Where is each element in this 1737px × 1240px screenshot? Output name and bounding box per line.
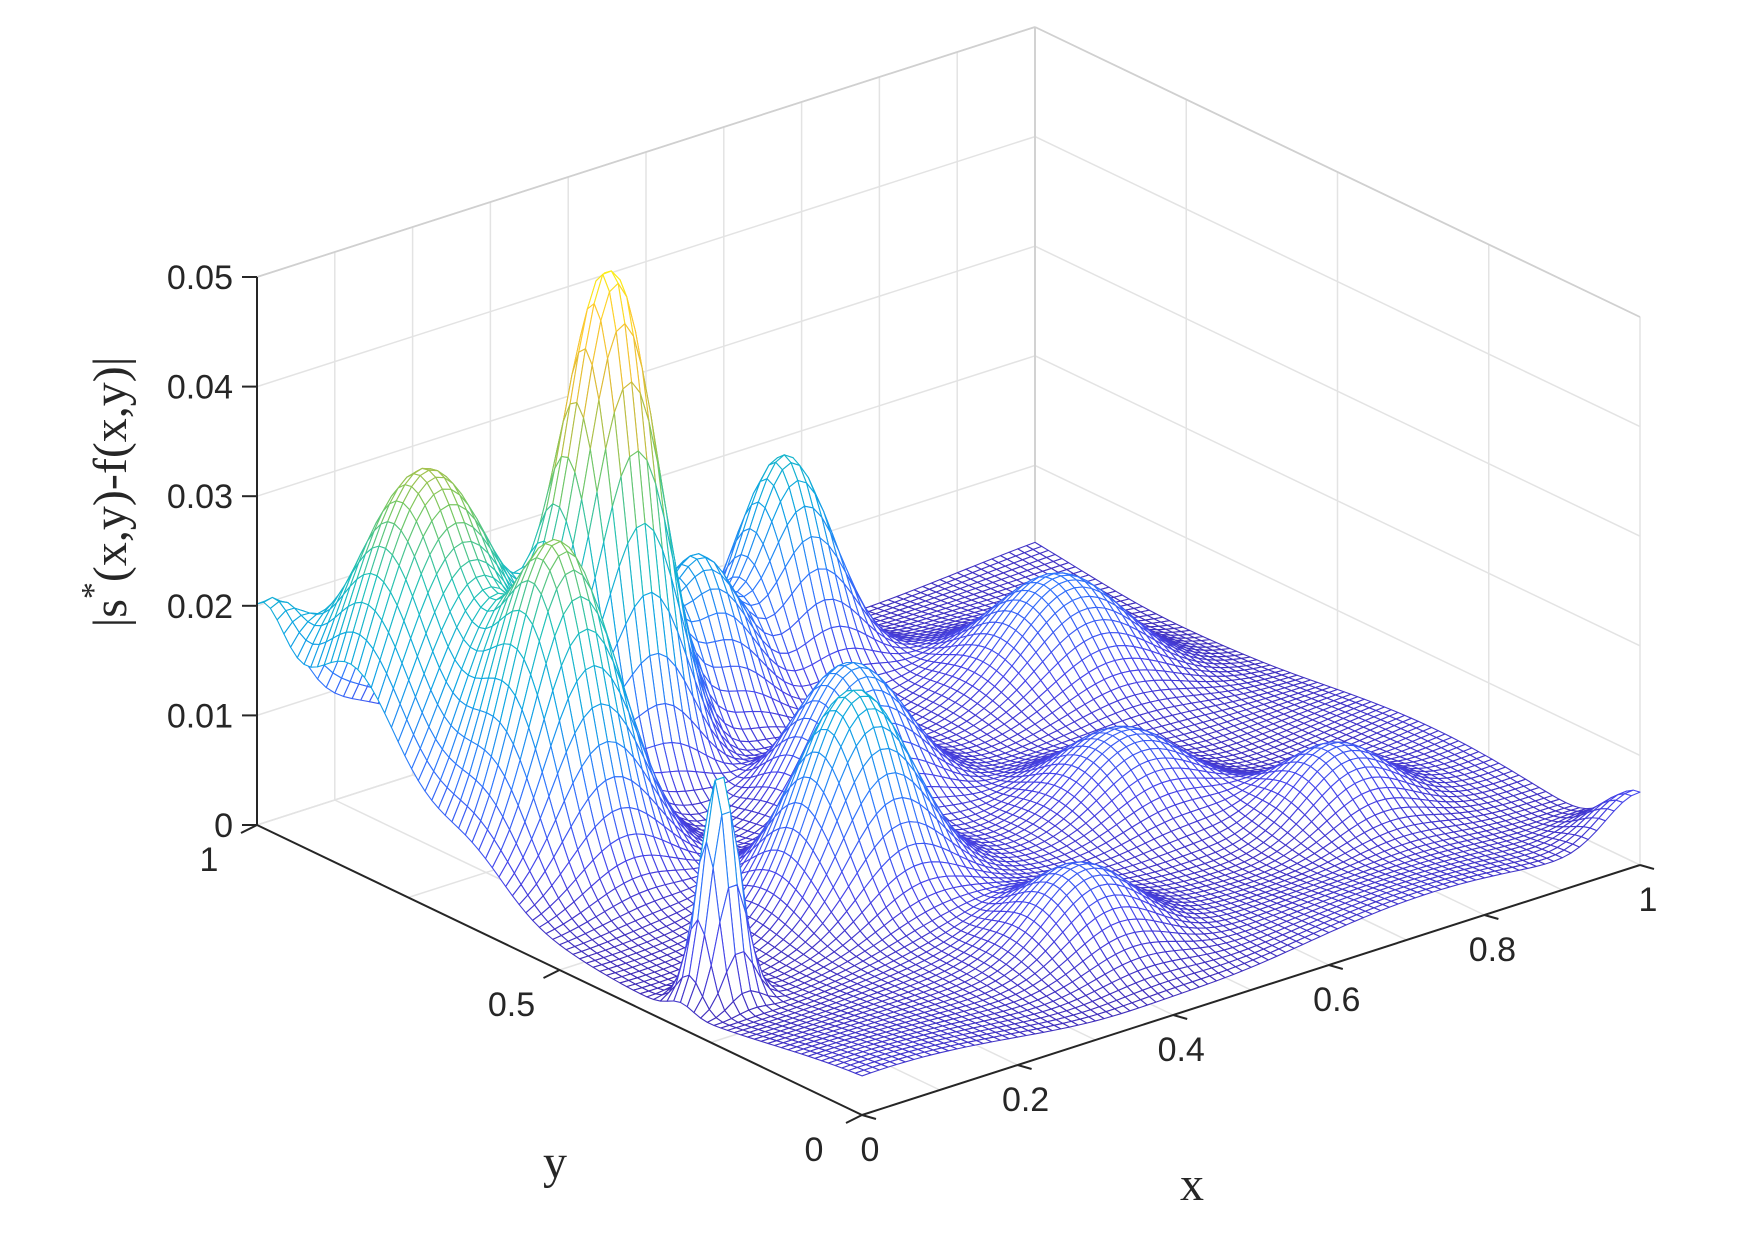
box-edge xyxy=(1034,26,1641,318)
box-edge xyxy=(256,26,1036,278)
surface-mesh xyxy=(256,270,1641,1077)
